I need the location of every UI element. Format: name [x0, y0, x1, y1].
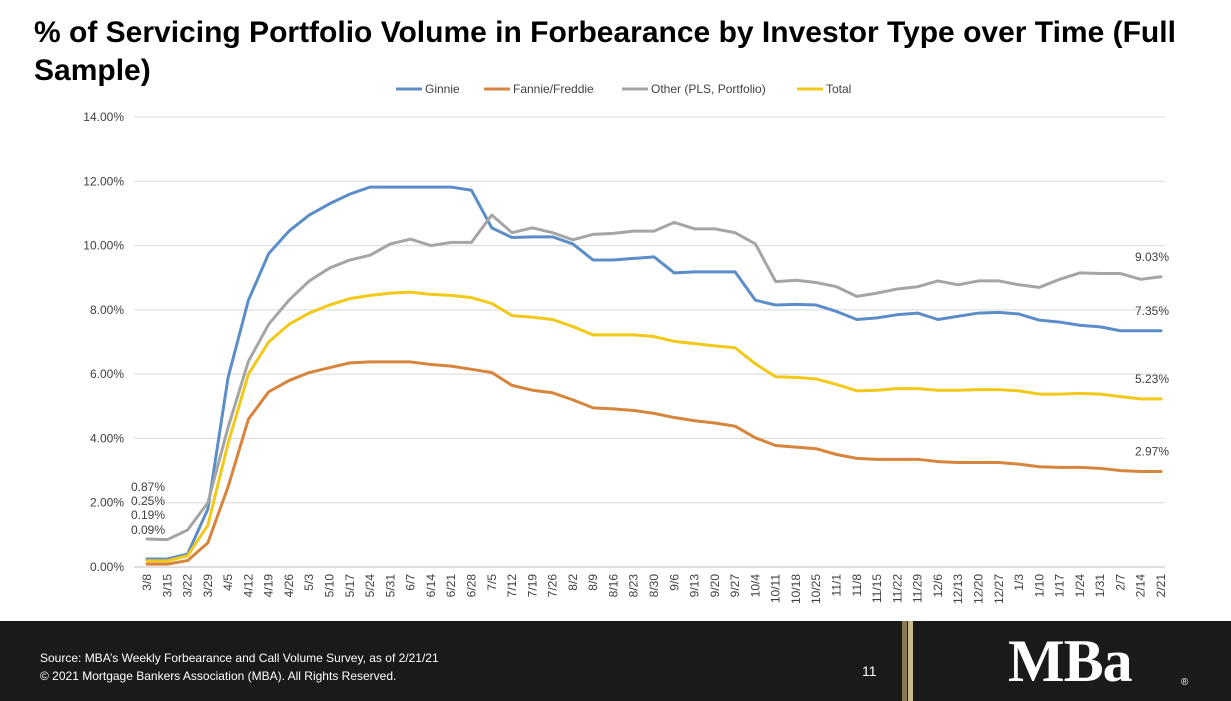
- x-tick-label: 6/21: [444, 574, 458, 598]
- series-lines: [145, 185, 1163, 566]
- x-tick-label: 8/2: [566, 574, 580, 591]
- legend-label: Total: [826, 82, 851, 96]
- y-tick-label: 12.00%: [83, 174, 124, 188]
- x-tick-label: 7/26: [546, 574, 560, 598]
- x-tick-label: 3/22: [181, 574, 195, 598]
- x-tick-label: 10/11: [769, 574, 783, 603]
- x-tick-label: 11/22: [890, 574, 904, 603]
- footer: Source: MBA’s Weekly Forbearance and Cal…: [0, 621, 1231, 701]
- legend-label: Other (PLS, Portfolio): [651, 82, 766, 96]
- x-tick-label: 11/29: [911, 574, 925, 603]
- x-tick-label: 12/13: [951, 574, 965, 604]
- forbearance-line-chart: 0.00% 2.00% 4.00% 6.00% 8.00% 10.00% 12.00% 14.…: [83, 82, 1169, 604]
- x-tick-label: 8/9: [586, 574, 600, 591]
- x-tick-label: 6/14: [424, 574, 438, 598]
- x-tick-label: 2/7: [1113, 574, 1127, 591]
- x-tick-label: 10/25: [809, 574, 823, 604]
- annotations: 0.87%0.25%0.19%0.09% 9.03% 7.35% 5.23% 2.97%: [131, 250, 1169, 537]
- x-tick-label: 5/10: [323, 574, 337, 598]
- x-tick-label: 2/14: [1134, 574, 1148, 598]
- x-tick-label: 8/30: [647, 574, 661, 598]
- x-tick-label: 5/17: [343, 574, 357, 598]
- x-tick-label: 1/17: [1053, 574, 1067, 598]
- x-tick-label: 5/31: [383, 574, 397, 598]
- legend: Ginnie Fannie/Freddie Other (PLS, Portfoli…: [396, 82, 851, 96]
- end-value-label: 5.23%: [1135, 372, 1169, 386]
- y-tick-label: 14.00%: [83, 110, 124, 124]
- x-tick-label: 8/23: [627, 574, 641, 598]
- x-tick-label: 12/27: [992, 574, 1006, 604]
- series-line-total: [145, 290, 1163, 563]
- x-tick-label: 1/24: [1073, 574, 1087, 598]
- start-value-label: 0.25%: [131, 494, 165, 508]
- x-tick-label: 11/15: [870, 574, 884, 603]
- series-line-other-pls-portfolio: [145, 213, 1163, 542]
- page-title: % of Servicing Portfolio Volume in Forbe…: [34, 16, 1176, 87]
- start-value-label: 0.19%: [131, 508, 165, 522]
- series-line-fannie-freddie: [145, 360, 1163, 566]
- x-tick-label: 1/31: [1093, 574, 1107, 598]
- x-tick-label: 11/1: [830, 574, 844, 597]
- x-tick-label: 3/8: [140, 574, 154, 591]
- y-tick-label: 4.00%: [90, 431, 124, 445]
- page-number: 11: [862, 663, 877, 679]
- x-tick-label: 12/6: [931, 574, 945, 598]
- x-tick-label: 11/8: [850, 574, 864, 597]
- x-tick-label: 10/4: [748, 574, 762, 598]
- x-tick-label: 8/16: [606, 574, 620, 598]
- source-note: Source: MBA’s Weekly Forbearance and Cal…: [40, 651, 439, 665]
- copyright-note: © 2021 Mortgage Bankers Association (MBA…: [40, 669, 397, 683]
- x-tick-label: 1/10: [1032, 574, 1046, 598]
- x-tick-label: 10/18: [789, 574, 803, 604]
- start-value-label: 0.09%: [131, 523, 165, 537]
- x-tick-label: 6/28: [464, 574, 478, 598]
- x-tick-label: 4/5: [221, 574, 235, 591]
- registered-mark: ®: [1181, 677, 1189, 688]
- grid: [134, 116, 1165, 568]
- mba-logo: MBa: [1008, 628, 1133, 694]
- legend-label: Fannie/Freddie: [513, 82, 594, 96]
- x-tick-label: 9/6: [667, 574, 681, 591]
- divider-accent: [902, 621, 907, 701]
- x-tick-label: 5/3: [302, 574, 316, 591]
- end-value-label: 7.35%: [1135, 304, 1169, 318]
- x-tick-label: 4/12: [241, 574, 255, 598]
- divider-accent-light: [908, 621, 913, 701]
- x-axis: 3/8 3/15 3/22 3/29 4/5 4/12 4/19 4/26 5/3 5/10 5/1…: [140, 574, 1168, 604]
- series-line-ginnie: [145, 185, 1163, 561]
- x-tick-label: 12/20: [971, 574, 985, 604]
- x-tick-label: 3/29: [201, 574, 215, 598]
- x-tick-label: 3/15: [160, 574, 174, 598]
- x-tick-label: 6/7: [404, 574, 418, 591]
- y-tick-label: 0.00%: [90, 560, 124, 574]
- x-tick-label: 4/26: [282, 574, 296, 598]
- x-tick-label: 4/19: [262, 574, 276, 598]
- x-tick-label: 7/19: [525, 574, 539, 598]
- x-tick-label: 7/5: [485, 574, 499, 591]
- x-tick-label: 7/12: [505, 574, 519, 598]
- end-value-label: 2.97%: [1135, 445, 1169, 459]
- end-value-label: 9.03%: [1135, 250, 1169, 264]
- y-tick-label: 2.00%: [90, 496, 124, 510]
- y-tick-label: 6.00%: [90, 367, 124, 381]
- start-value-label: 0.87%: [131, 480, 165, 494]
- x-tick-label: 2/21: [1154, 574, 1168, 598]
- x-tick-label: 1/3: [1012, 574, 1026, 591]
- x-tick-label: 9/13: [688, 574, 702, 598]
- y-tick-label: 8.00%: [90, 303, 124, 317]
- y-tick-label: 10.00%: [83, 239, 124, 253]
- x-tick-label: 9/20: [708, 574, 722, 598]
- legend-label: Ginnie: [425, 82, 460, 96]
- y-axis: 0.00% 2.00% 4.00% 6.00% 8.00% 10.00% 12.00% 14.…: [83, 110, 124, 574]
- x-tick-label: 5/24: [363, 574, 377, 598]
- x-tick-label: 9/27: [728, 574, 742, 598]
